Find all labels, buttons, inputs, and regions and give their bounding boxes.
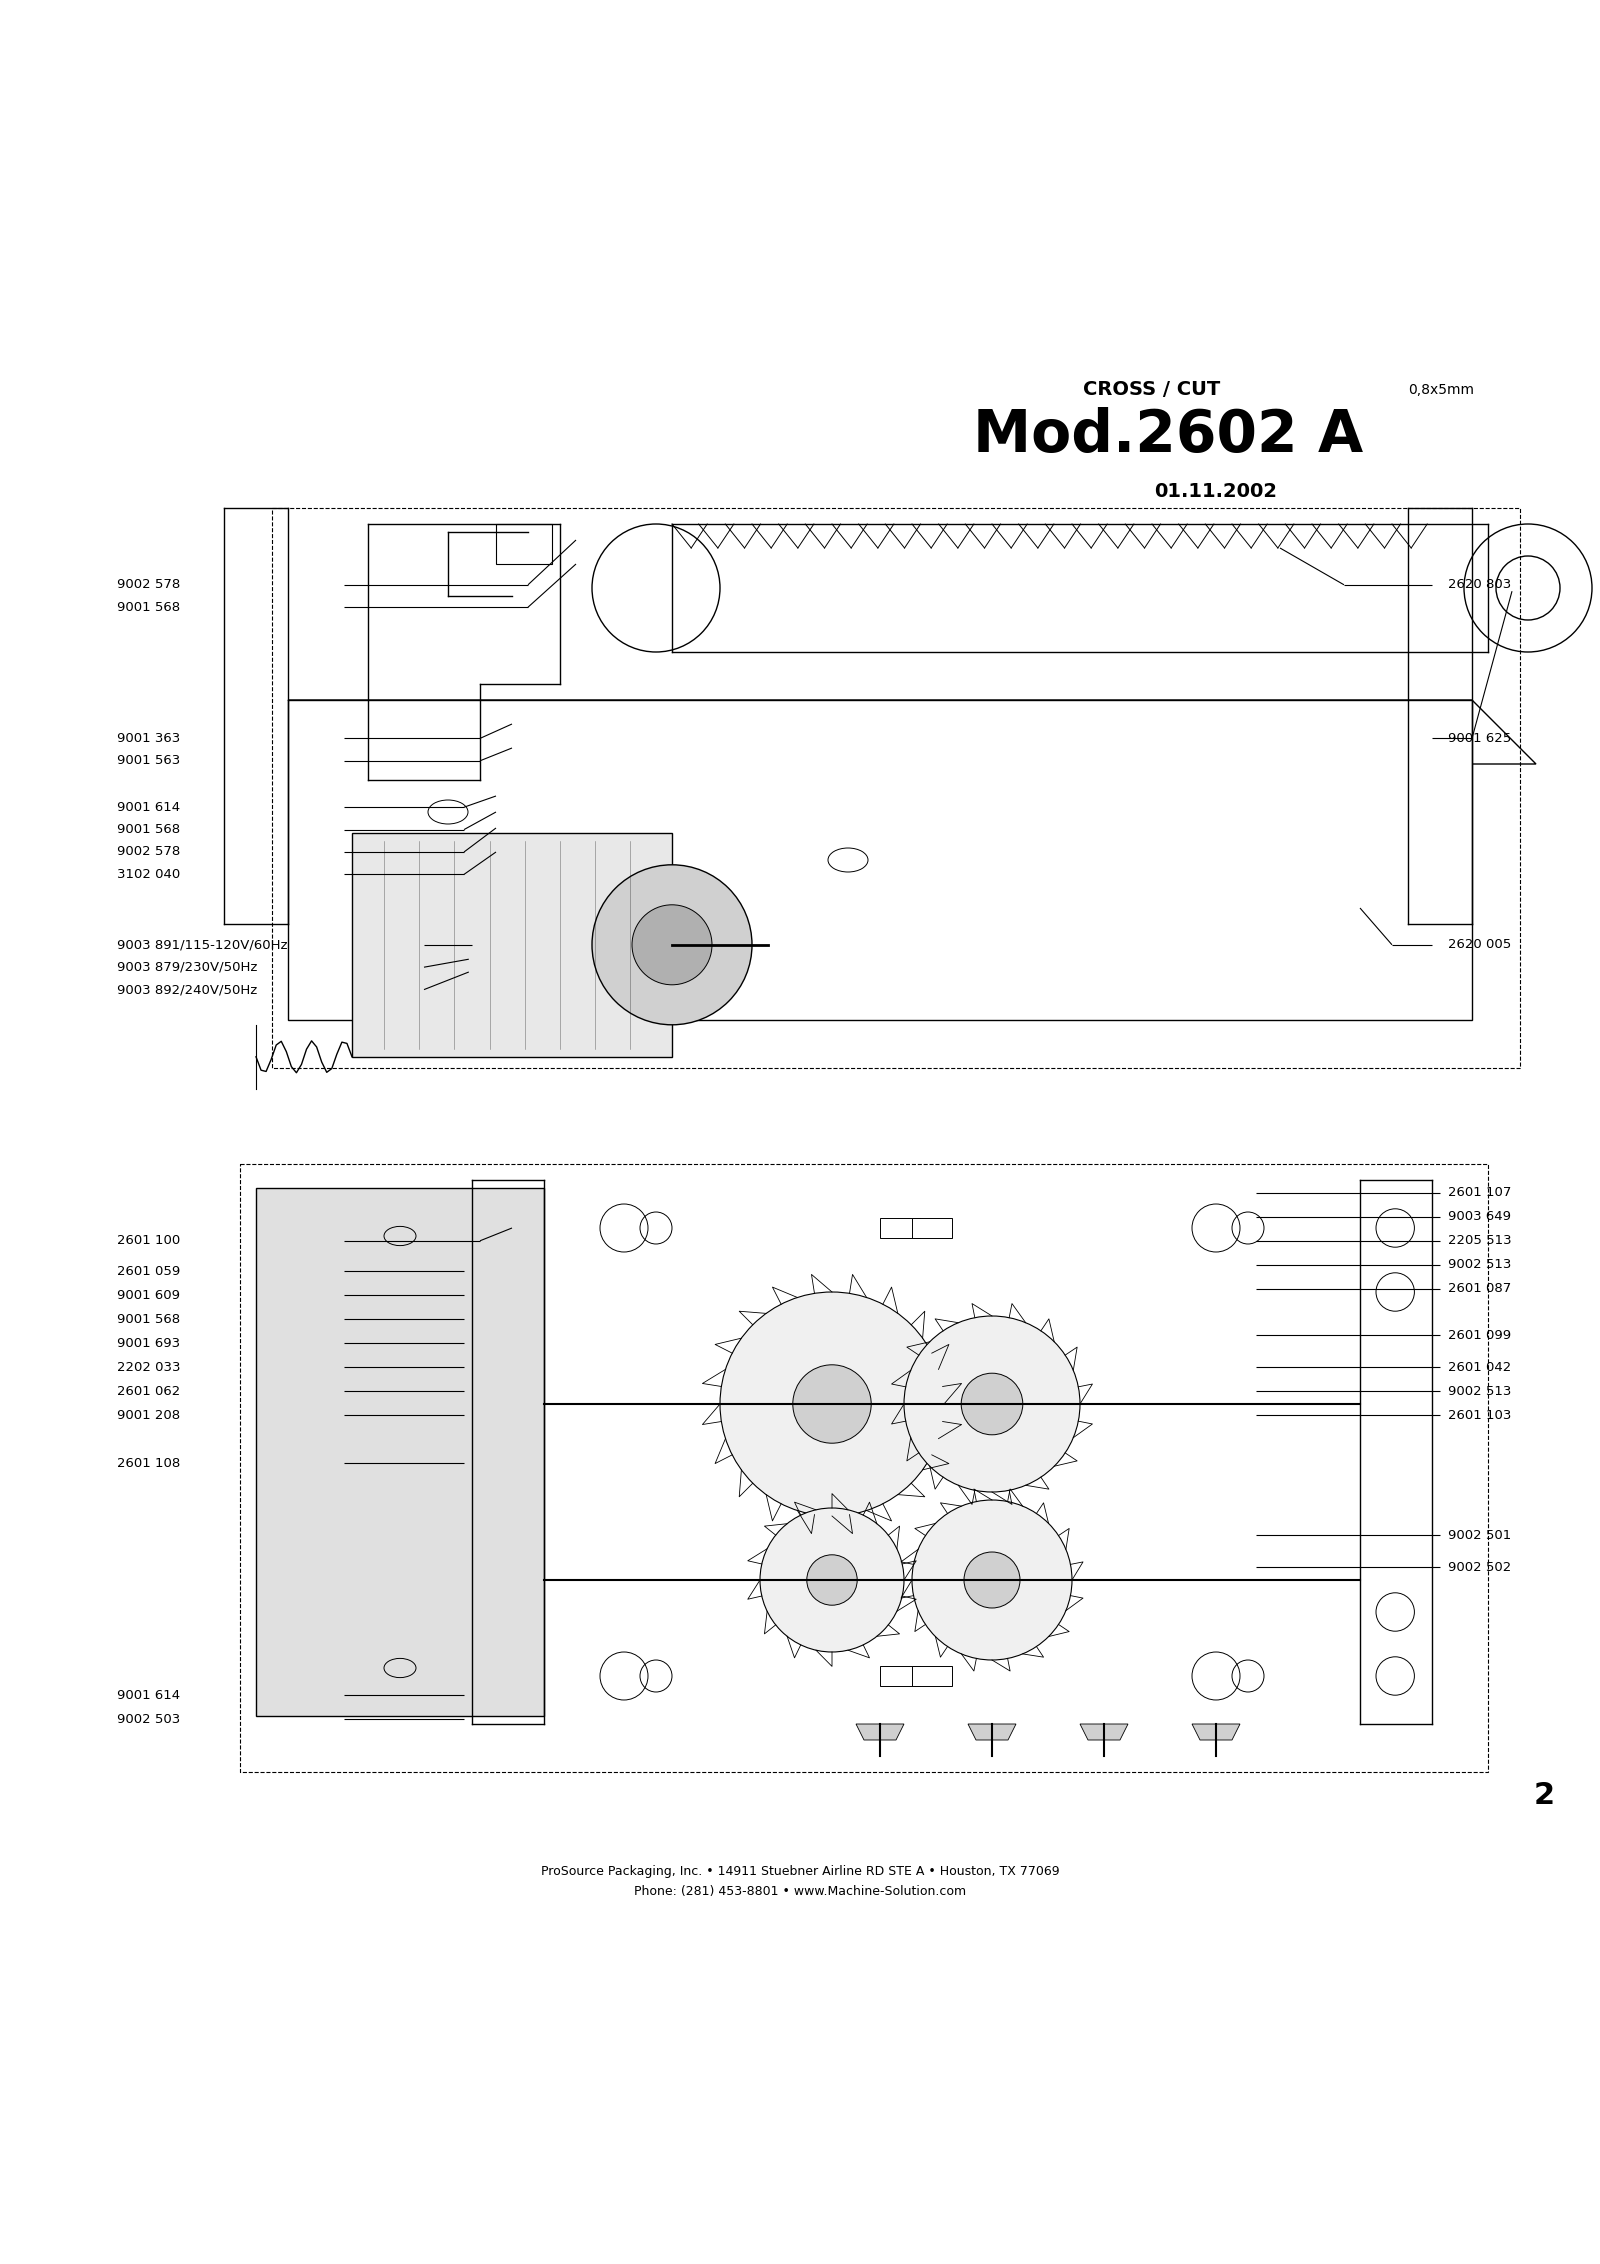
Polygon shape — [288, 700, 1472, 1021]
Circle shape — [720, 1293, 944, 1517]
Text: 9001 568: 9001 568 — [117, 600, 179, 614]
Circle shape — [632, 906, 712, 985]
Text: 2620 803: 2620 803 — [1448, 577, 1512, 591]
Text: CROSS / CUT: CROSS / CUT — [1083, 380, 1221, 398]
Text: 9002 503: 9002 503 — [117, 1712, 181, 1725]
Bar — [912, 1666, 952, 1687]
Text: 9001 614: 9001 614 — [117, 1689, 179, 1703]
Circle shape — [963, 1553, 1021, 1607]
Polygon shape — [1192, 1723, 1240, 1741]
Text: 2601 062: 2601 062 — [117, 1386, 181, 1397]
Text: 9001 568: 9001 568 — [117, 824, 179, 835]
Text: 2601 108: 2601 108 — [117, 1456, 181, 1469]
Text: 2601 042: 2601 042 — [1448, 1361, 1512, 1374]
Text: 2601 087: 2601 087 — [1448, 1281, 1512, 1295]
Text: 2205 513: 2205 513 — [1448, 1234, 1512, 1247]
Text: 9002 578: 9002 578 — [117, 844, 181, 858]
Text: 0,8x5mm: 0,8x5mm — [1408, 383, 1474, 396]
Text: 2601 107: 2601 107 — [1448, 1186, 1512, 1200]
Text: 9001 693: 9001 693 — [117, 1336, 179, 1349]
Text: 9002 513: 9002 513 — [1448, 1386, 1512, 1397]
Circle shape — [760, 1508, 904, 1653]
Circle shape — [592, 865, 752, 1026]
Polygon shape — [256, 1189, 544, 1716]
Text: 9001 568: 9001 568 — [117, 1313, 179, 1327]
Text: 01.11.2002: 01.11.2002 — [1155, 482, 1277, 503]
Text: 9002 513: 9002 513 — [1448, 1259, 1512, 1272]
Text: 2202 033: 2202 033 — [117, 1361, 181, 1374]
Bar — [912, 1218, 952, 1238]
Text: 9001 609: 9001 609 — [117, 1288, 179, 1302]
Text: 9002 501: 9002 501 — [1448, 1528, 1512, 1542]
Text: 2601 103: 2601 103 — [1448, 1408, 1512, 1422]
Text: 2601 100: 2601 100 — [117, 1234, 181, 1247]
Text: Phone: (281) 453-8801 • www.Machine-Solution.com: Phone: (281) 453-8801 • www.Machine-Solu… — [634, 1886, 966, 1899]
Polygon shape — [352, 833, 672, 1057]
Text: 9003 891/115-120V/60Hz: 9003 891/115-120V/60Hz — [117, 937, 288, 951]
Circle shape — [962, 1374, 1022, 1435]
Text: 9001 625: 9001 625 — [1448, 731, 1512, 745]
Bar — [880, 1218, 920, 1238]
Text: Mod.2602 A: Mod.2602 A — [973, 408, 1363, 464]
Text: 3102 040: 3102 040 — [117, 867, 181, 881]
Bar — [880, 1666, 920, 1687]
Circle shape — [904, 1315, 1080, 1492]
Polygon shape — [1080, 1723, 1128, 1741]
Text: 9001 208: 9001 208 — [117, 1408, 179, 1422]
Text: 9003 892/240V/50Hz: 9003 892/240V/50Hz — [117, 983, 258, 996]
Polygon shape — [856, 1723, 904, 1741]
Text: 2601 099: 2601 099 — [1448, 1329, 1510, 1343]
Circle shape — [806, 1555, 858, 1605]
Text: 9002 502: 9002 502 — [1448, 1560, 1512, 1573]
Polygon shape — [288, 700, 1536, 763]
Text: 9001 563: 9001 563 — [117, 754, 181, 767]
Text: 9002 578: 9002 578 — [117, 577, 181, 591]
Text: 2620 005: 2620 005 — [1448, 937, 1512, 951]
Bar — [496, 523, 552, 564]
Circle shape — [912, 1501, 1072, 1660]
Text: ProSource Packaging, Inc. • 14911 Stuebner Airline RD STE A • Houston, TX 77069: ProSource Packaging, Inc. • 14911 Stuebn… — [541, 1866, 1059, 1877]
Text: 9001 614: 9001 614 — [117, 801, 179, 813]
Text: 9001 363: 9001 363 — [117, 731, 181, 745]
Text: 9003 649: 9003 649 — [1448, 1211, 1510, 1223]
Polygon shape — [968, 1723, 1016, 1741]
Text: 2601 059: 2601 059 — [117, 1266, 181, 1277]
Text: 2: 2 — [1533, 1782, 1555, 1811]
Circle shape — [794, 1365, 872, 1442]
Text: 9003 879/230V/50Hz: 9003 879/230V/50Hz — [117, 960, 258, 974]
